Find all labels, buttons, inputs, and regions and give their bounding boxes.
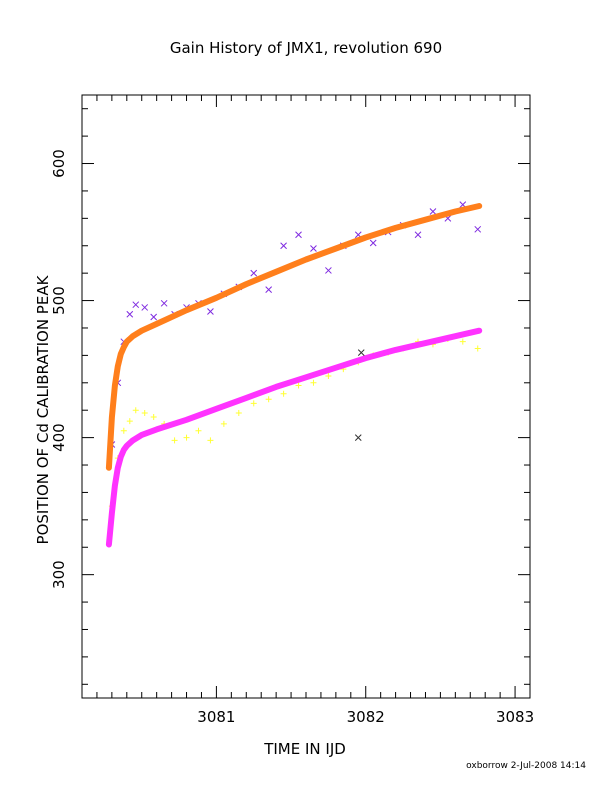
data-point (141, 409, 148, 416)
data-point (120, 427, 127, 434)
data-point (280, 242, 287, 250)
x-axis-label: TIME IN IJD (263, 740, 346, 758)
data-point (126, 310, 134, 318)
data-point (235, 409, 242, 416)
fit-line (105, 327, 483, 548)
series-1 (108, 201, 482, 448)
x-tick-label: 3082 (347, 708, 385, 726)
data-point (414, 231, 422, 239)
y-tick-label: 500 (50, 286, 68, 315)
data-point (295, 382, 302, 389)
data-point (132, 301, 140, 309)
data-point (150, 414, 157, 421)
chart-title: Gain History of JMX1, revolution 690 (170, 39, 442, 57)
y-tick-label: 300 (50, 560, 68, 589)
y-tick-label: 400 (50, 423, 68, 452)
series-5 (354, 349, 365, 441)
series-3 (108, 335, 481, 510)
series-4 (105, 327, 483, 548)
data-point (280, 390, 287, 397)
data-point (429, 208, 437, 215)
data-point (354, 434, 362, 441)
y-axis-label: POSITION OF Cd CALIBRATION PEAK (34, 274, 52, 544)
data-point (250, 400, 257, 407)
data-series (105, 201, 483, 548)
data-point (459, 338, 466, 345)
data-point (141, 304, 149, 311)
data-point (310, 245, 317, 252)
data-point (250, 269, 258, 277)
data-point (295, 231, 302, 239)
data-point (325, 372, 332, 379)
data-point (195, 427, 202, 434)
data-point (310, 379, 317, 386)
data-point (474, 225, 482, 233)
data-point (171, 437, 178, 444)
data-point (132, 407, 139, 414)
data-point (265, 396, 272, 403)
data-point (369, 239, 377, 247)
plot-frame (81, 94, 531, 699)
y-tick-label: 600 (50, 149, 68, 178)
data-point (265, 286, 273, 293)
fit-line (105, 203, 483, 471)
data-point (183, 434, 190, 441)
data-point (220, 420, 227, 427)
y-axis-ticks: 300 400 500 600 (50, 108, 530, 685)
x-axis-ticks: 3081 3082 3083 (96, 95, 534, 726)
data-point (207, 308, 214, 315)
x-tick-label: 3081 (197, 708, 235, 726)
data-point (474, 345, 481, 352)
data-point (160, 299, 168, 307)
data-point (150, 313, 158, 321)
series-2 (105, 203, 483, 471)
data-point (207, 437, 214, 444)
x-tick-label: 3083 (496, 708, 534, 726)
data-point (126, 418, 133, 425)
data-point (357, 349, 365, 356)
data-point (325, 267, 332, 274)
credit-footer: oxborrow 2-Jul-2008 14:14 (466, 761, 586, 771)
